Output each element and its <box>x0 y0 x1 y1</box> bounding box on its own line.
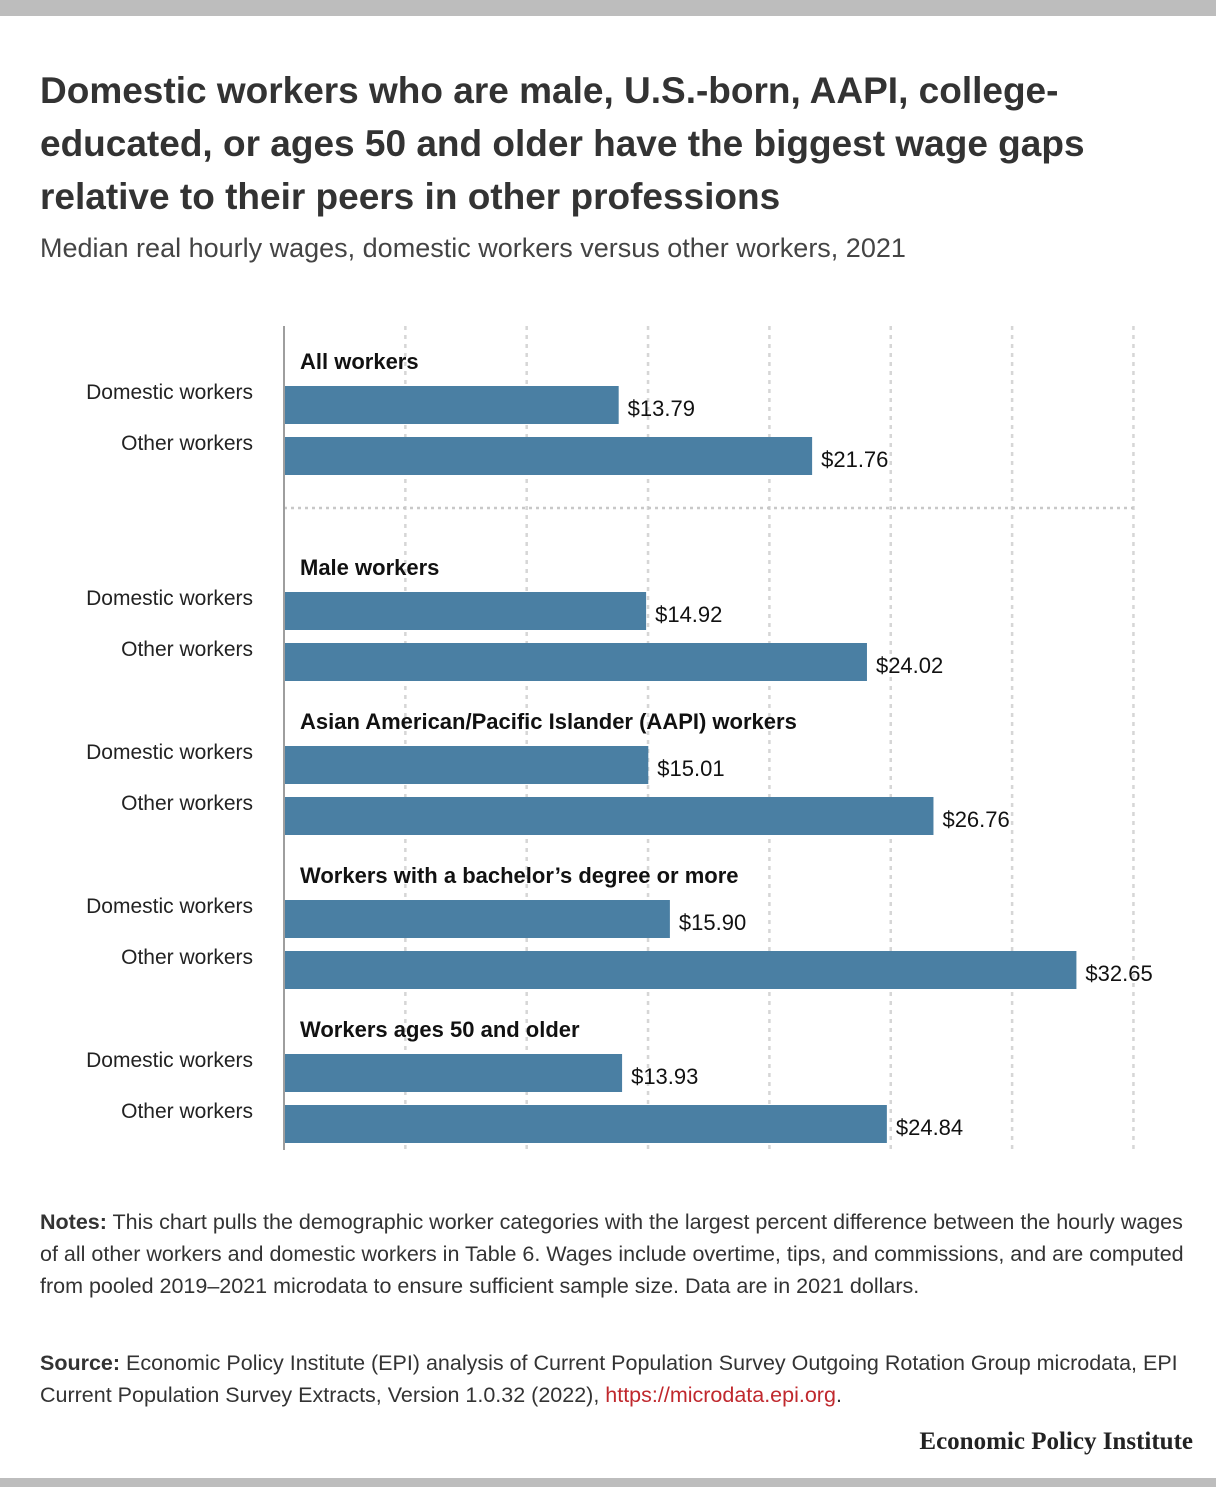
data-label: $15.90 <box>679 910 746 935</box>
group-title: Workers ages 50 and older <box>300 1017 580 1042</box>
data-label: $26.76 <box>942 807 1009 832</box>
bar <box>284 592 647 630</box>
category-label: Domestic workers <box>86 895 253 918</box>
source-end: . <box>835 1383 842 1407</box>
chart-subtitle: Median real hourly wages, domestic worke… <box>40 233 906 263</box>
chart-title: Domestic workers who are male, U.S.-born… <box>40 70 1085 217</box>
bar <box>284 437 813 475</box>
data-label: $13.79 <box>628 396 695 421</box>
top-border <box>0 0 1216 16</box>
category-label: Other workers <box>121 638 253 661</box>
category-label: Other workers <box>121 1100 253 1123</box>
notes: Notes: This chart pulls the demographic … <box>40 1206 1185 1302</box>
category-label: Domestic workers <box>86 741 253 764</box>
bottom-border <box>0 1478 1216 1487</box>
bar <box>284 1054 623 1092</box>
bar <box>284 643 867 681</box>
bar <box>284 746 649 784</box>
data-label: $14.92 <box>655 602 722 627</box>
category-label: Other workers <box>121 946 253 969</box>
data-label: $24.02 <box>876 653 943 678</box>
category-label: Domestic workers <box>86 587 253 610</box>
data-label: $24.84 <box>896 1115 963 1140</box>
bar <box>284 386 619 424</box>
data-label: $15.01 <box>657 756 724 781</box>
category-label: Other workers <box>121 432 253 455</box>
epi-logo-text: Economic Policy Institute <box>919 1428 1193 1455</box>
category-label: Domestic workers <box>86 381 253 404</box>
data-label: $21.76 <box>821 447 888 472</box>
category-label: Domestic workers <box>86 1049 253 1072</box>
group-title: All workers <box>300 349 419 374</box>
bar <box>284 951 1077 989</box>
group-title: Asian American/Pacific Islander (AAPI) w… <box>300 709 797 734</box>
bar <box>284 1105 887 1143</box>
group-title: Male workers <box>300 555 439 580</box>
bar <box>284 900 670 938</box>
source-text: Economic Policy Institute (EPI) analysis… <box>40 1351 1178 1407</box>
source-lead: Source: <box>40 1351 121 1375</box>
data-label: $32.65 <box>1085 961 1152 986</box>
group-title: Workers with a bachelor’s degree or more <box>300 863 739 888</box>
source-link[interactable]: https://microdata.epi.org <box>605 1383 836 1407</box>
notes-text: This chart pulls the demographic worker … <box>40 1210 1184 1298</box>
notes-lead: Notes: <box>40 1210 107 1234</box>
data-label: $13.93 <box>631 1064 698 1089</box>
bar <box>284 797 934 835</box>
category-label: Other workers <box>121 792 253 815</box>
source: Source: Economic Policy Institute (EPI) … <box>40 1347 1185 1411</box>
